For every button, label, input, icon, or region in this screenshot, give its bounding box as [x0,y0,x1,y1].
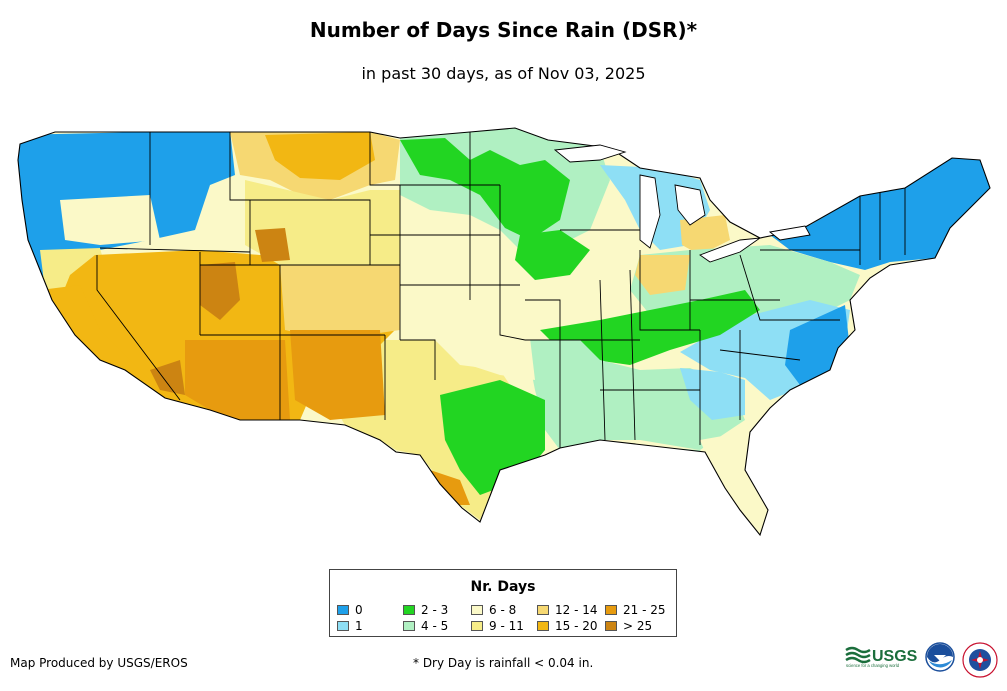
credit-text: Map Produced by USGS/EROS [10,656,188,670]
region-florida-6-8 [700,432,768,535]
region-nw-inner-6-8 [60,195,160,245]
legend-label: 12 - 14 [555,603,598,617]
legend-item-9-11: 9 - 11 [471,619,524,633]
legend-label: 2 - 3 [421,603,449,617]
legend-label: 4 - 5 [421,619,449,633]
state-borders [96,132,906,450]
map-title: Number of Days Since Rain (DSR)* [309,18,698,42]
region-michigan-12-14 [680,215,730,255]
lake-erie [699,237,762,263]
legend-swatch [403,621,415,631]
legend-label: 1 [355,619,363,633]
legend-swatch [605,605,617,615]
legend-item-over-25: > 25 [605,619,652,633]
legend-item-21-25: 21 - 25 [605,603,666,617]
region-nm-21-25 [290,330,385,420]
legend-label: 9 - 11 [489,619,524,633]
region-south-texas-15-20 [430,470,470,505]
region-montana-15-20 [265,132,375,180]
region-wyoming-over-25 [255,228,290,262]
legend-label: 21 - 25 [623,603,666,617]
region-indiana-12-14 [635,255,690,295]
region-arkansas-4-5 [525,340,745,450]
lake-huron [674,184,706,226]
usgs-logo: USGS science for a changing world [845,646,918,668]
region-arizona-21-25 [185,340,290,420]
region-oklahoma-6-8 [435,338,535,380]
legend-item-1: 1 [337,619,363,633]
region-georgia-1 [680,368,745,420]
legend-item-6-8: 6 - 8 [471,603,516,617]
legend-label: 15 - 20 [555,619,598,633]
great-lakes [553,144,811,263]
legend-item-15-20: 15 - 20 [537,619,598,633]
region-socal-over-25 [150,360,185,395]
legend-item-12-14: 12 - 14 [537,603,598,617]
noaa-logo [925,642,955,672]
region-utah-over-25 [200,262,240,320]
usgs-wordmark: USGS [872,648,918,665]
legend-swatch [537,621,549,631]
legend-item-4-5: 4 - 5 [403,619,448,633]
legend-label: > 25 [623,619,653,633]
region-dakotas-2-3 [400,138,570,240]
usgs-tagline: science for a changing world [846,663,900,668]
region-iowa-2-3 [515,230,590,280]
legend-item-2-3: 2 - 3 [403,603,448,617]
us-outline [17,127,991,537]
region-california-15-20 [40,285,165,395]
legend-swatch [403,605,415,615]
legend-item-0: 0 [337,603,363,617]
legend-swatch [337,621,349,631]
region-colorado-12-14 [280,265,400,340]
legend-swatch [471,621,483,631]
footnote-text: * Dry Day is rainfall < 0.04 in. [413,656,594,670]
lake-superior [553,144,627,163]
map-subtitle: in past 30 days, as of Nov 03, 2025 [361,64,646,83]
nws-logo [962,642,998,678]
legend-swatch [537,605,549,615]
region-tn-valley-2-3 [540,290,760,365]
legend-swatch [337,605,349,615]
dsr-map [17,127,991,537]
legend-title: Nr. Days [470,579,536,595]
lake-ontario [768,225,811,241]
legend-label: 6 - 8 [489,603,517,617]
legend-swatch [605,621,617,631]
legend-label: 0 [355,603,363,617]
legend-swatch [471,605,483,615]
us-land [18,128,990,535]
legend: Nr. Days 0 1 2 - 3 4 - 5 6 - 8 9 - 11 12… [329,569,677,637]
lake-michigan [639,174,661,249]
